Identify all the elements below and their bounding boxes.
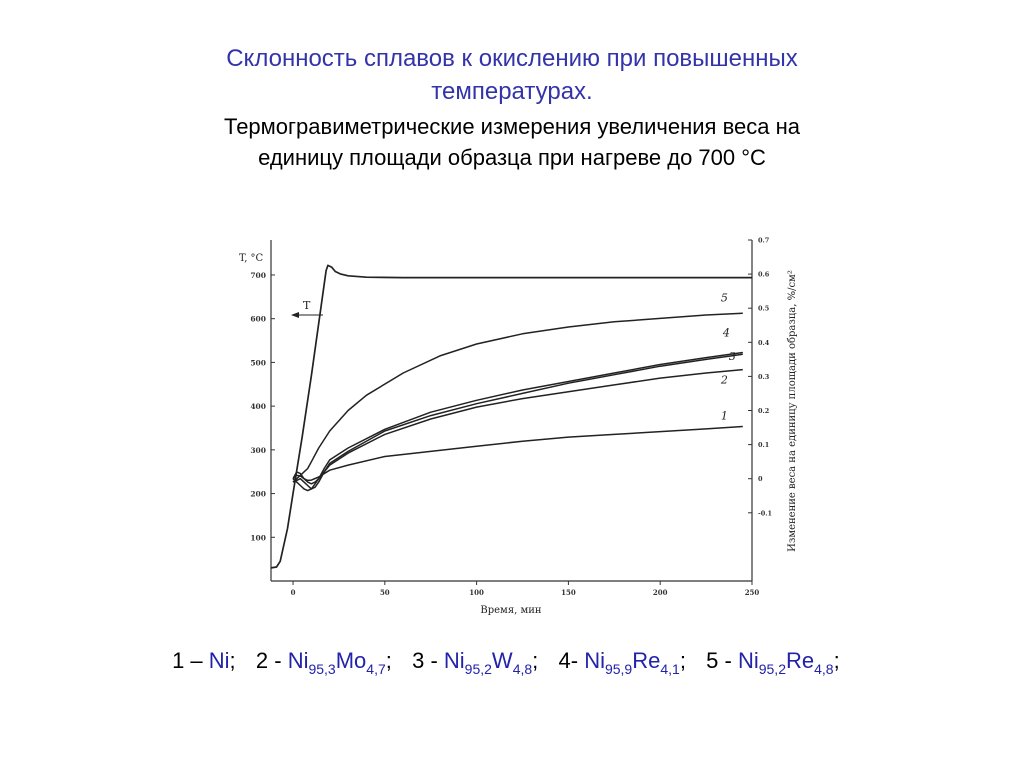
title-line-2: температурах. <box>431 78 593 105</box>
series-3-line <box>292 353 743 490</box>
legend-entry: 3 - Ni95,2W4,8; <box>412 648 551 677</box>
series-3-label: 3 <box>729 350 736 363</box>
y-left-tick-label: 200 <box>250 490 266 499</box>
temperature-marker: T <box>291 299 323 318</box>
x-tick-label: 50 <box>380 588 390 597</box>
legend-alloy-formula: Ni95,3Mo4,7 <box>287 648 386 677</box>
plot-frame <box>270 240 753 582</box>
y-left-tick-label: 300 <box>250 446 266 455</box>
series-4-label: 4 <box>722 327 730 340</box>
y-left-tick-label: 400 <box>250 402 266 411</box>
legend-entry-number: 2 - <box>255 648 288 673</box>
x-tick-label: 150 <box>561 588 576 597</box>
legend-entry: 5 - Ni95,2Re4,8; <box>706 648 852 677</box>
subtitle-line-2: единицу площади образца при нагреве до 7… <box>258 145 766 170</box>
y-left-axis-label: T, °C <box>239 253 264 264</box>
title-line-1: Склонность сплавов к окислению при повыш… <box>226 45 798 72</box>
y-right-tick-label: 0.7 <box>758 237 769 245</box>
legend-entry-number: 3 - <box>412 648 444 673</box>
x-axis-label: Время, мин <box>480 605 542 616</box>
series-1-line <box>292 425 743 482</box>
y-left-tick-label: 100 <box>250 533 266 542</box>
tga-chart: 0 50 100 150 200 250100200300400500600700-0.1… <box>239 237 798 617</box>
y-right-tick-label: -0.1 <box>758 509 772 517</box>
y-right-tick-label: 0.1 <box>758 441 769 449</box>
y-right-tick-label: 0.4 <box>758 339 770 347</box>
series-2-line <box>292 368 743 485</box>
series-4-line <box>292 351 743 492</box>
legend-alloy-formula: Ni95,2W4,8 <box>443 648 533 677</box>
legend-alloy-formula: Ni <box>208 648 230 673</box>
temperature-arrow-head <box>291 312 299 318</box>
y-right-tick-label: 0.5 <box>758 305 770 313</box>
legend-entry: 4- Ni95,9Re4,1; <box>558 648 699 677</box>
legend-entry-number: 1 – <box>172 648 209 673</box>
legend-entry-number: 5 - <box>706 648 738 673</box>
y-right-tick-label: 0 <box>758 475 763 483</box>
temperature-curve <box>270 264 752 569</box>
y-right-tick-label: 0.6 <box>758 271 770 279</box>
x-tick-label: 100 <box>469 588 484 597</box>
series-1-label: 1 <box>721 410 728 423</box>
y-left-tick-label: 700 <box>250 271 266 280</box>
x-tick-label: 250 <box>745 588 760 597</box>
y-right-axis-label: Изменение веса на единицу площади образц… <box>787 270 798 552</box>
subtitle-line-1: Термогравиметрические измерения увеличен… <box>223 114 800 139</box>
legend-entry-number: 4- <box>558 648 585 673</box>
x-tick-label: 200 <box>653 588 668 597</box>
alloy-legend: 1 – Ni; 2 - Ni95,3Mo4,7; 3 - Ni95,2W4,8;… <box>0 648 1024 677</box>
slide-subtitle: Термогравиметрические измерения увеличен… <box>0 111 1024 173</box>
y-right-tick-label: 0.3 <box>758 373 770 381</box>
legend-alloy-formula: Ni95,9Re4,1 <box>584 648 680 677</box>
x-tick-label: 0 <box>291 588 296 597</box>
y-left-tick-label: 500 <box>250 358 266 367</box>
series-5-label: 5 <box>721 291 728 304</box>
series-2-label: 2 <box>720 374 728 387</box>
legend-entry: 2 - Ni95,3Mo4,7; <box>255 648 405 677</box>
legend-entry: 1 – Ni; <box>172 648 248 673</box>
slide-title: Склонность сплавов к окислению при повыш… <box>0 42 1024 108</box>
y-right-tick-label: 0.2 <box>758 407 769 415</box>
legend-alloy-formula: Ni95,2Re4,8 <box>737 648 834 677</box>
y-left-tick-label: 600 <box>250 315 266 324</box>
temperature-marker-label: T <box>303 299 311 312</box>
series-5-line <box>292 312 743 483</box>
axis-ticks: 0 50 100 150 200 250100200300400500600700-0.1… <box>250 237 772 598</box>
